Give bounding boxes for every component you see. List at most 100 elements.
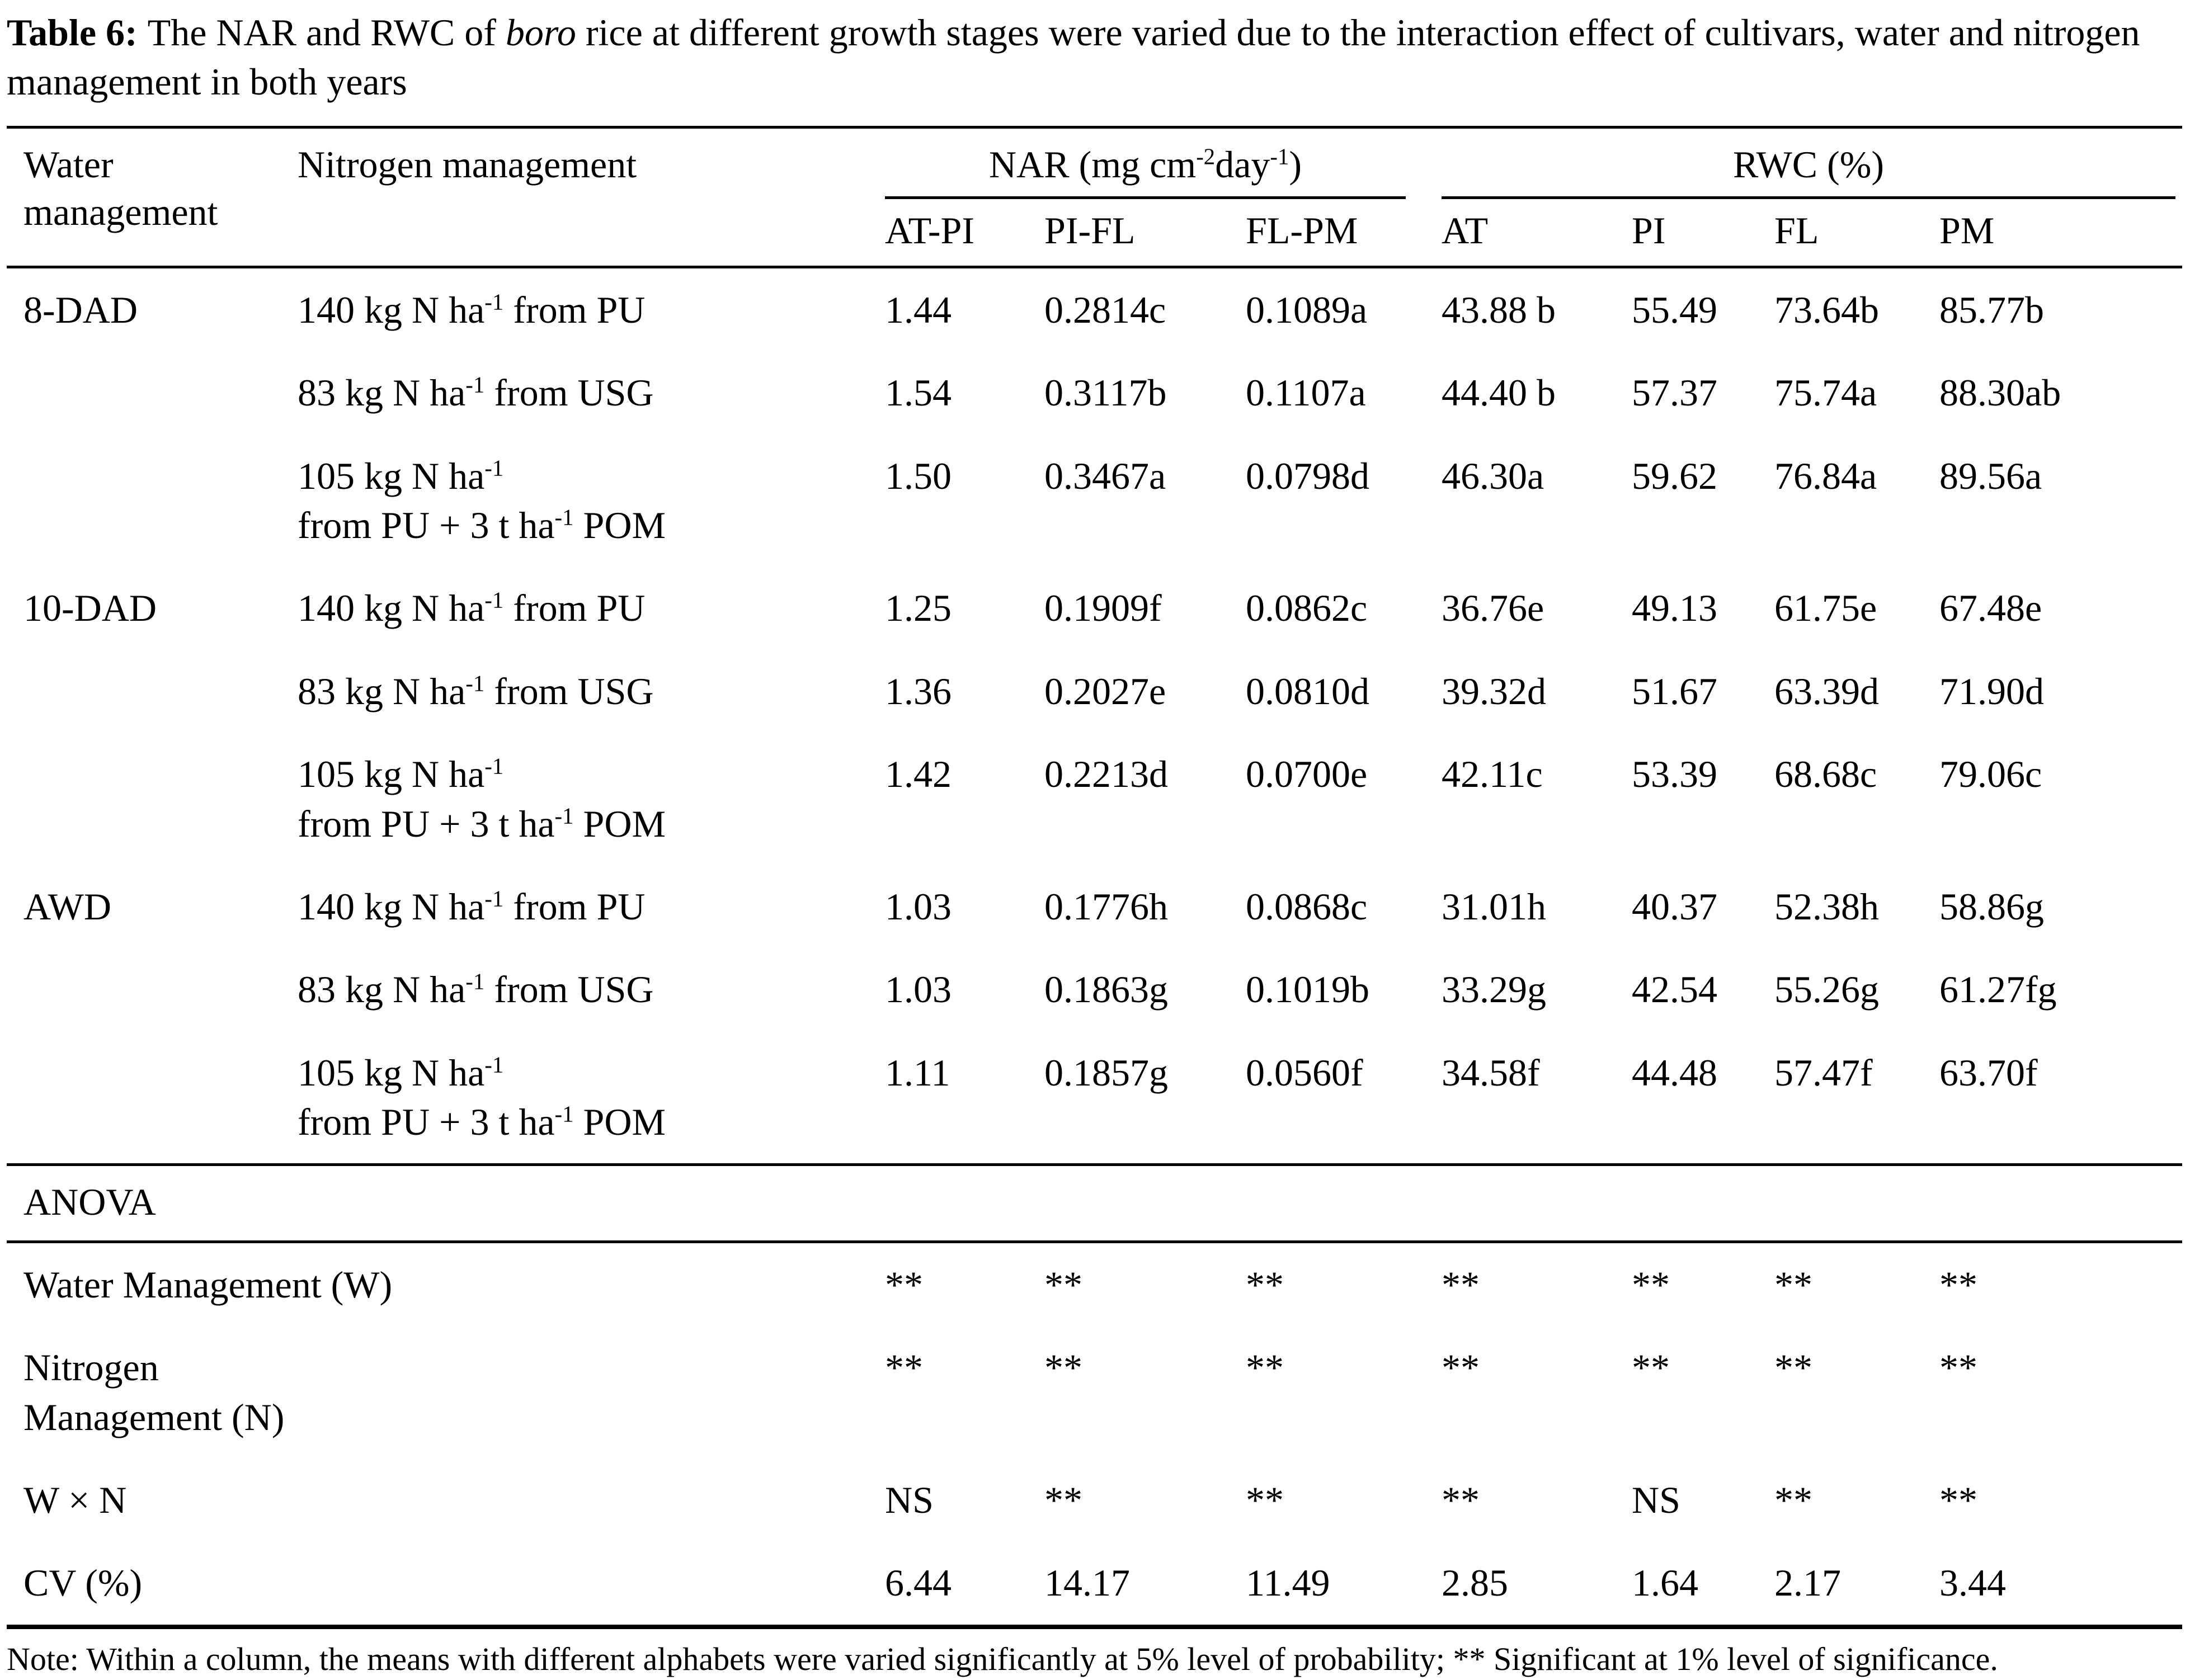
nitrogen-line-2: from PU + 3 t ha-1 POM: [298, 503, 666, 546]
table-row: 105 kg N ha-1 from PU + 3 t ha-1 POM 1.50…: [7, 435, 2182, 567]
col-header-pm: PM: [1939, 199, 2183, 268]
water-cell: [7, 650, 298, 733]
anova-factor-cell: W × N: [7, 1459, 885, 1541]
col-group-nar: NAR (mg cm-2day-1): [885, 127, 1442, 199]
anova-section: ANOVA Water Management (W) ** ** ** ** *…: [7, 1163, 2183, 1627]
cv-value-cell: 3.44: [1939, 1561, 2007, 1605]
value-cell: 0.0700e: [1246, 753, 1368, 796]
value-cell: 0.2814c: [1044, 288, 1166, 331]
nitrogen-cell: 83 kg N ha-1 from USG: [298, 351, 885, 434]
nitrogen-line-1: 83 kg N ha-1 from USG: [298, 371, 654, 414]
nitrogen-cell: 105 kg N ha-1 from PU + 3 t ha-1 POM: [298, 733, 885, 865]
nitrogen-line-1: 140 kg N ha-1 from PU: [298, 885, 646, 928]
cv-value-cell: 6.44: [885, 1561, 952, 1605]
significance-cell: **: [1044, 1263, 1082, 1306]
significance-cell: **: [1442, 1346, 1480, 1389]
nitrogen-line-1: 83 kg N ha-1 from USG: [298, 669, 654, 712]
nitrogen-line-2: from PU + 3 t ha-1 POM: [298, 1101, 666, 1144]
value-cell: 68.68c: [1774, 753, 1877, 796]
value-cell: 58.86g: [1939, 885, 2045, 928]
anova-row: Nitrogen Management (N) ** ** ** ** ** **…: [7, 1326, 2182, 1459]
value-cell: 53.39: [1632, 753, 1718, 796]
nitrogen-cell: 105 kg N ha-1 from PU + 3 t ha-1 POM: [298, 435, 885, 567]
significance-cell: **: [885, 1346, 923, 1389]
table-row: AWD 140 kg N ha-1 from PU 1.03 0.1776h 0…: [7, 865, 2182, 948]
nitrogen-line-1: 105 kg N ha-1: [298, 1051, 504, 1094]
caption-text: The NAR and RWC of: [147, 11, 506, 54]
table-row: 10-DAD 140 kg N ha-1 from PU 1.25 0.1909…: [7, 567, 2182, 649]
value-cell: 0.1107a: [1246, 371, 1366, 414]
value-cell: 42.54: [1632, 968, 1718, 1011]
data-table: Water management Nitrogen management NAR…: [7, 125, 2183, 1629]
nitrogen-line-2: from PU + 3 t ha-1 POM: [298, 802, 666, 845]
value-cell: 59.62: [1632, 454, 1718, 497]
header-group-row: Water management Nitrogen management NAR…: [7, 127, 2182, 268]
nitrogen-cell: 83 kg N ha-1 from USG: [298, 650, 885, 733]
significance-cell: **: [1442, 1263, 1480, 1306]
value-cell: 0.0868c: [1246, 885, 1368, 928]
significance-cell: **: [1774, 1346, 1813, 1389]
water-cell: 8-DAD: [23, 288, 138, 331]
table-row: 83 kg N ha-1 from USG 1.54 0.3117b 0.110…: [7, 351, 2182, 434]
water-cell: 10-DAD: [23, 587, 157, 630]
anova-factor-line-1: Nitrogen: [23, 1346, 159, 1389]
value-cell: 52.38h: [1774, 885, 1880, 928]
value-cell: 1.11: [885, 1051, 950, 1094]
anova-row: Water Management (W) ** ** ** ** ** ** *…: [7, 1242, 2182, 1326]
cv-value-cell: 11.49: [1246, 1561, 1330, 1605]
anova-factor-cell: Nitrogen Management (N): [7, 1326, 885, 1459]
value-cell: 0.2027e: [1044, 669, 1166, 712]
value-cell: 0.0862c: [1246, 587, 1368, 630]
value-cell: 42.11c: [1442, 753, 1543, 796]
value-cell: 44.40 b: [1442, 371, 1556, 414]
table-row: 105 kg N ha-1 from PU + 3 t ha-1 POM 1.42…: [7, 733, 2182, 865]
value-cell: 55.49: [1632, 288, 1718, 331]
col-header-at: AT: [1442, 199, 1632, 268]
table-header: Water management Nitrogen management NAR…: [7, 127, 2183, 268]
nitrogen-cell: 140 kg N ha-1 from PU: [298, 865, 885, 948]
nitrogen-cell: 105 kg N ha-1 from PU + 3 t ha-1 POM: [298, 1031, 885, 1165]
value-cell: 61.27fg: [1939, 968, 2057, 1011]
water-cell: [7, 1031, 298, 1165]
col-header-at-pi: AT-PI: [885, 199, 1044, 268]
value-cell: 67.48e: [1939, 587, 2042, 630]
value-cell: 1.03: [885, 968, 952, 1011]
value-cell: 49.13: [1632, 587, 1718, 630]
table-row: 105 kg N ha-1 from PU + 3 t ha-1 POM 1.11…: [7, 1031, 2182, 1165]
value-cell: 75.74a: [1774, 371, 1877, 414]
cv-value-cell: 2.17: [1774, 1561, 1842, 1605]
value-cell: 0.1776h: [1044, 885, 1168, 928]
nitrogen-line-1: 83 kg N ha-1 from USG: [298, 968, 654, 1011]
value-cell: 40.37: [1632, 885, 1718, 928]
water-cell: [7, 351, 298, 434]
anova-factor-line-2: Management (N): [23, 1395, 285, 1438]
water-cell: AWD: [23, 885, 111, 928]
value-cell: 43.88 b: [1442, 288, 1556, 331]
caption-label: Table 6:: [7, 11, 138, 54]
col-header-pi-fl: PI-FL: [1044, 199, 1246, 268]
anova-header-row: ANOVA: [7, 1163, 2183, 1243]
significance-cell: **: [1774, 1479, 1813, 1522]
caption-text-rest: rice at different growth stages were var…: [7, 11, 2140, 103]
value-cell: 88.30ab: [1939, 371, 2061, 414]
nitrogen-cell: 83 kg N ha-1 from USG: [298, 948, 885, 1031]
significance-cell: **: [1939, 1346, 1978, 1389]
water-cell: [7, 733, 298, 865]
cv-value-cell: 1.64: [1632, 1561, 1699, 1605]
anova-factor-line-1: W × N: [23, 1479, 127, 1522]
value-cell: 0.1857g: [1044, 1051, 1168, 1094]
significance-cell: **: [1774, 1263, 1813, 1306]
cv-value-cell: 14.17: [1044, 1561, 1130, 1605]
water-cell: [7, 948, 298, 1031]
value-cell: 73.64b: [1774, 288, 1880, 331]
significance-cell: **: [1246, 1479, 1284, 1522]
col-header-water-management: Water management: [7, 127, 298, 268]
water-cell: [7, 435, 298, 567]
value-cell: 85.77b: [1939, 288, 2045, 331]
value-cell: 0.3467a: [1044, 454, 1166, 497]
anova-row: W × N NS ** ** ** NS ** **: [7, 1459, 2182, 1541]
value-cell: 89.56a: [1939, 454, 2042, 497]
nitrogen-line-1: 105 kg N ha-1: [298, 454, 504, 497]
value-cell: 1.50: [885, 454, 952, 497]
value-cell: 51.67: [1632, 669, 1718, 712]
